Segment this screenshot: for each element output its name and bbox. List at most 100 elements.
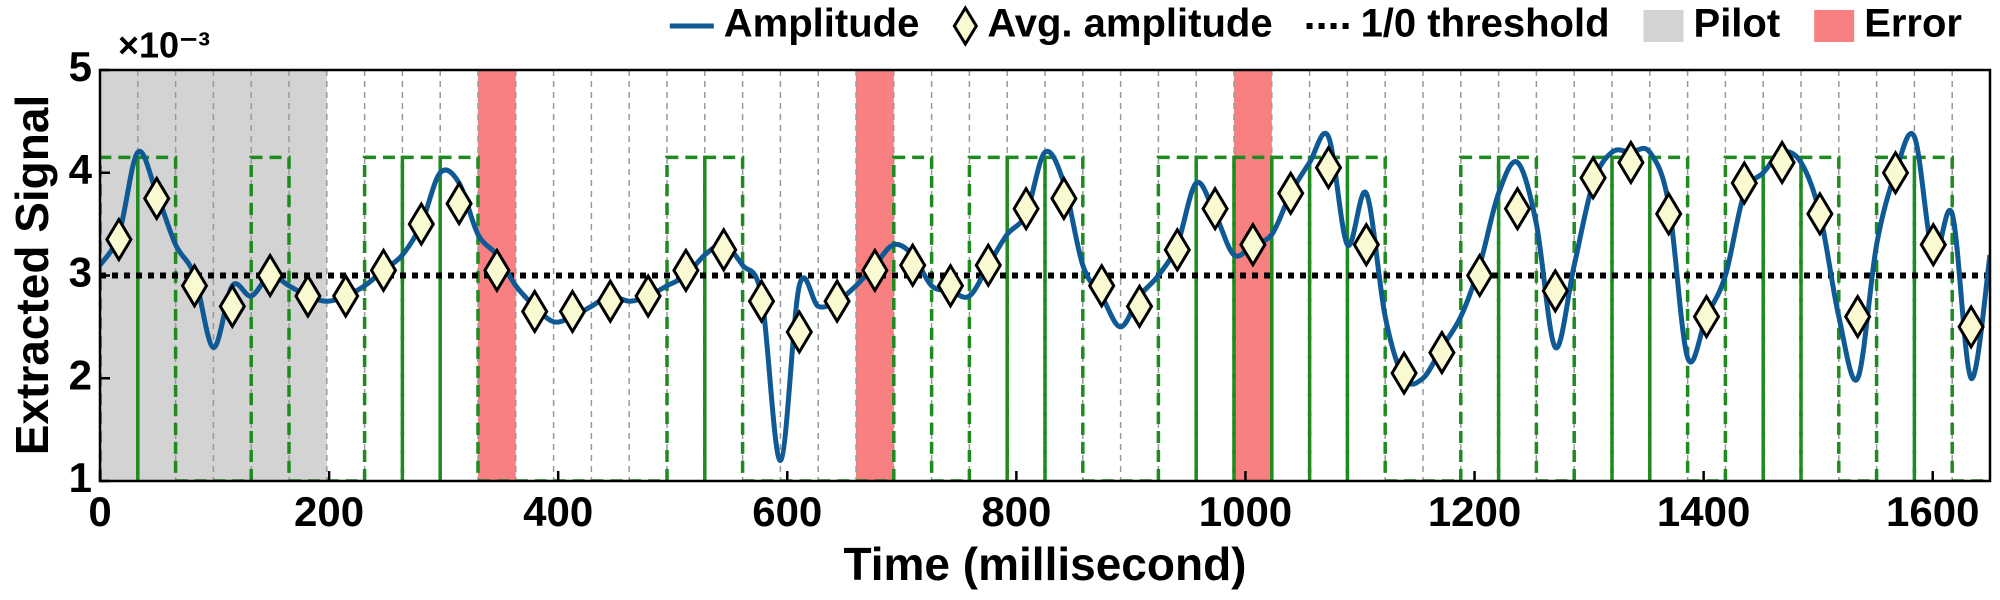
- decoded-bit: [1874, 155, 1917, 481]
- x-tick-label: 600: [752, 488, 822, 535]
- avg-marker: [596, 278, 625, 325]
- legend: Amplitude Avg. amplitude 1/0 threshold Pilo…: [669, 2, 1962, 47]
- avg-marker: [861, 247, 889, 294]
- decoded-bit: [703, 155, 745, 481]
- x-tick-label: 1000: [1199, 488, 1292, 535]
- avg-marker: [1579, 154, 1607, 201]
- y-tick-label: 5: [69, 43, 92, 90]
- avg-marker: [1125, 283, 1154, 330]
- decoded-bit: [1648, 155, 1690, 481]
- y-tick-label: 1: [69, 454, 92, 501]
- avg-marker: [634, 273, 662, 319]
- avg-marker: [898, 242, 927, 289]
- avg-marker: [1390, 350, 1418, 397]
- decoded-bit: [438, 155, 480, 481]
- legend-item: Error: [1814, 2, 1962, 46]
- avg-marker: [1314, 144, 1343, 191]
- legend-item: Pilot: [1643, 2, 1781, 46]
- legend-label: Amplitude: [724, 2, 920, 46]
- avg-marker: [1352, 221, 1381, 268]
- decoded-bit: [967, 155, 1009, 481]
- avg-marker: [672, 247, 700, 294]
- avg-marker: [1201, 185, 1229, 232]
- x-tick-label: 1400: [1657, 488, 1750, 535]
- x-tick-label: 400: [523, 488, 593, 535]
- decoded-bit: [1572, 155, 1614, 481]
- avg-marker: [1163, 226, 1192, 273]
- avg-marker: [1654, 190, 1683, 237]
- avg-marker: [294, 273, 322, 319]
- legend-item: 1/0 threshold: [1306, 2, 1610, 46]
- avg-marker: [445, 180, 473, 227]
- avg-marker: [331, 273, 360, 319]
- x-axis-label: Time (millisecond): [843, 538, 1246, 590]
- decoded-bit: [136, 155, 178, 481]
- avg-marker: [1692, 293, 1721, 340]
- decoded-bit: [1043, 155, 1085, 481]
- avg-marker: [180, 262, 209, 309]
- x-tick-label: 800: [981, 488, 1051, 535]
- avg-marker: [1768, 139, 1796, 186]
- legend-label: Pilot: [1694, 2, 1781, 46]
- y-tick-label: 2: [69, 351, 92, 398]
- avg-marker: [407, 201, 436, 248]
- decoded-bit: [1345, 155, 1387, 481]
- decoded-bit: [1496, 155, 1539, 481]
- avg-marker: [1957, 303, 1985, 350]
- legend-item: Amplitude: [669, 2, 920, 46]
- legend-symbol: [952, 5, 979, 47]
- avg-marker: [1919, 221, 1948, 268]
- decoded-bit: [1761, 155, 1803, 481]
- legend-symbol: [1814, 10, 1855, 42]
- x-tick-label: 200: [294, 488, 364, 535]
- avg-marker: [1881, 149, 1910, 196]
- avg-marker: [1239, 221, 1267, 268]
- avg-marker: [1276, 170, 1305, 217]
- legend-item: Avg. amplitude: [952, 2, 1273, 47]
- decoded-bit: [892, 155, 934, 481]
- avg-marker: [1012, 185, 1040, 232]
- avg-marker: [1843, 293, 1872, 340]
- avg-marker: [105, 216, 133, 263]
- avg-marker: [1465, 252, 1494, 299]
- avg-marker: [142, 175, 171, 222]
- avg-marker: [1503, 185, 1532, 232]
- avg-marker: [936, 262, 965, 309]
- avg-marker: [369, 247, 398, 294]
- avg-marker: [1617, 139, 1645, 186]
- avg-marker: [785, 309, 814, 355]
- avg-marker: [1428, 329, 1456, 376]
- legend-symbol: [1643, 10, 1684, 42]
- avg-marker: [1806, 190, 1834, 237]
- avg-marker: [974, 242, 1003, 289]
- avg-marker: [747, 278, 776, 325]
- x-tick-label: 0: [88, 488, 111, 535]
- x-tick-label: 1600: [1886, 488, 1979, 535]
- y-tick-label: 3: [69, 249, 92, 296]
- y-scale-label: ×10⁻³: [118, 25, 210, 66]
- y-axis-label: Extracted Signal: [6, 95, 58, 455]
- avg-marker: [1087, 262, 1116, 309]
- x-tick-label: 1200: [1428, 488, 1521, 535]
- decoded-bit: [1156, 155, 1198, 481]
- decoded-bit: [249, 155, 291, 481]
- avg-marker: [1541, 267, 1570, 314]
- y-tick-label: 4: [69, 146, 93, 193]
- decoded-bit: [1610, 155, 1652, 481]
- decoded-bit: [362, 155, 405, 481]
- avg-marker: [823, 278, 851, 325]
- avg-marker: [709, 226, 738, 273]
- avg-marker: [558, 288, 587, 335]
- plot-layer: [100, 70, 1990, 481]
- avg-marker: [520, 288, 549, 335]
- legend-label: Avg. amplitude: [987, 2, 1272, 46]
- avg-marker: [1050, 175, 1078, 222]
- decoded-bit: [1912, 155, 1954, 481]
- legend-label: Error: [1864, 2, 1962, 46]
- avg-marker: [218, 283, 247, 330]
- legend-label: 1/0 threshold: [1361, 2, 1610, 46]
- avg-marker: [256, 252, 284, 299]
- decoded-bit: [665, 155, 707, 481]
- avg-marker: [1730, 160, 1759, 206]
